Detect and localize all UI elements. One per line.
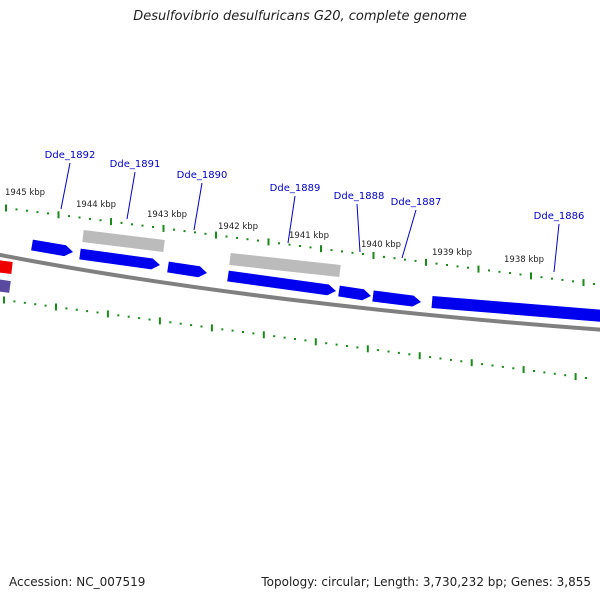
- gene-labels: Dde_1892 Dde_1891 Dde_1890 Dde_1889 Dde_1888…: [45, 150, 585, 273]
- scale-label: 1943 kbp: [147, 210, 187, 220]
- gene-label: Dde_1890: [177, 170, 228, 181]
- gene-label: Dde_1886: [534, 211, 585, 222]
- gene-feature: [338, 285, 371, 301]
- red-feature: [0, 260, 13, 274]
- scale-label: 1941 kbp: [289, 231, 329, 241]
- scale-label: 1944 kbp: [76, 200, 116, 210]
- gene-leader-line: [126, 171, 136, 220]
- gene-label: Dde_1892: [45, 150, 96, 161]
- scale-label: 1939 kbp: [432, 248, 472, 258]
- gene-leader-line: [553, 223, 560, 273]
- gene-feature: [227, 270, 336, 296]
- gene-feature: [167, 261, 207, 278]
- gene-leader-line: [60, 162, 71, 210]
- gene-feature: [372, 290, 421, 307]
- pseudogene-feature: [229, 253, 341, 277]
- gene-label: Dde_1888: [334, 191, 385, 202]
- gene-features: [0, 230, 600, 322]
- gene-label: Dde_1891: [110, 159, 161, 170]
- accession-text: Accession: NC_007519: [9, 575, 146, 589]
- map-title: Desulfovibrio desulfuricans G20, complet…: [133, 9, 467, 24]
- scale-label: 1945 kbp: [5, 188, 45, 198]
- gene-leader-line: [287, 195, 296, 244]
- pseudogene-feature: [82, 230, 165, 252]
- scale-label: 1940 kbp: [361, 240, 401, 250]
- purple-feature: [0, 279, 11, 293]
- lower-scale-ticks: [3, 296, 587, 381]
- genome-backbone: [0, 252, 600, 332]
- gene-feature: [431, 296, 600, 322]
- gene-leader-line: [193, 182, 203, 231]
- genome-summary-text: Topology: circular; Length: 3,730,232 bp…: [261, 575, 591, 589]
- scale-label: 1938 kbp: [504, 255, 544, 265]
- gene-leader-line: [356, 203, 361, 253]
- gene-label: Dde_1889: [270, 183, 321, 194]
- gene-feature: [31, 239, 74, 257]
- gene-feature: [79, 248, 160, 270]
- scale-label: 1942 kbp: [218, 222, 258, 232]
- gene-leader-line: [401, 209, 417, 259]
- scale-labels: 1945 kbp 1944 kbp 1943 kbp 1942 kbp 1941 kbp…: [5, 188, 544, 265]
- gene-label: Dde_1887: [391, 197, 442, 208]
- upper-scale-ticks: [5, 204, 595, 287]
